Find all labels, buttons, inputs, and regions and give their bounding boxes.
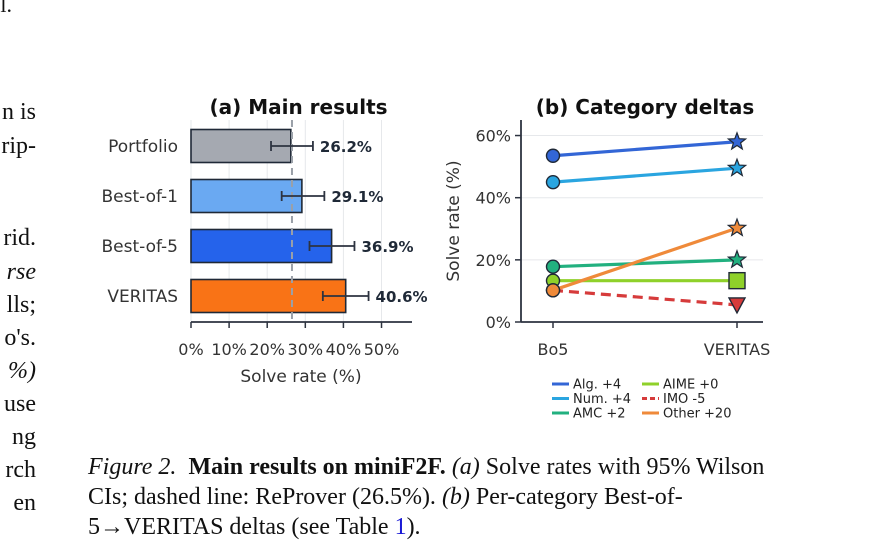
chart-title: (b) Category deltas bbox=[536, 95, 754, 119]
category-label: Portfolio bbox=[108, 137, 178, 157]
chart-title: (a) Main results bbox=[209, 95, 387, 119]
value-label: 26.2% bbox=[320, 138, 372, 156]
top-fragment: l. bbox=[0, 0, 12, 17]
x-tick-label: 30% bbox=[288, 340, 324, 359]
value-label: 36.9% bbox=[361, 238, 413, 256]
figure-caption: Figure 2. Main results on miniF2F. (a) S… bbox=[88, 452, 808, 542]
figure-2: (a) Main results Portfolio Best-of-1 Best-o… bbox=[102, 95, 771, 422]
caption-tail: ). bbox=[406, 514, 421, 540]
end-point bbox=[726, 217, 748, 237]
category-label: VERITAS bbox=[107, 287, 178, 307]
end-point bbox=[727, 297, 747, 315]
value-label: 29.1% bbox=[331, 188, 383, 206]
legend-label: AMC +2 bbox=[573, 407, 625, 422]
caption-label: Figure 2. bbox=[88, 454, 177, 480]
body-text-line: use bbox=[4, 391, 36, 417]
left-column-text-fragments: l. n is rip- rid. rse lls; o's. %) use n… bbox=[0, 0, 70, 525]
series-line bbox=[552, 226, 738, 292]
body-text-line: ng bbox=[12, 424, 36, 450]
legend-label: Other +20 bbox=[663, 407, 731, 422]
legend-label: Num. +4 bbox=[573, 392, 631, 407]
start-point bbox=[545, 283, 561, 298]
body-text-line: o's. bbox=[4, 325, 36, 351]
series-line bbox=[552, 166, 738, 184]
body-text-line: rid. bbox=[3, 225, 36, 251]
y-tick-label: 0% bbox=[486, 313, 511, 332]
body-text-line: %) bbox=[8, 358, 36, 384]
x-axis-label: Solve rate (%) bbox=[240, 367, 361, 387]
body-text-line: en bbox=[13, 490, 36, 516]
start-point bbox=[545, 259, 561, 274]
bar bbox=[190, 278, 347, 314]
y-tick-label: 20% bbox=[475, 251, 511, 270]
end-point bbox=[726, 249, 748, 269]
body-text-line: rse bbox=[6, 259, 36, 285]
category-label: Best-of-5 bbox=[102, 237, 179, 257]
end-point bbox=[728, 271, 746, 290]
end-point bbox=[726, 131, 748, 151]
series-line bbox=[552, 140, 738, 158]
value-label: 40.6% bbox=[376, 288, 428, 306]
x-tick-label: 40% bbox=[326, 340, 362, 359]
legend-label: IMO -5 bbox=[663, 392, 705, 407]
end-point bbox=[726, 157, 748, 177]
y-tick-label: 40% bbox=[475, 189, 511, 208]
body-text-line: lls; bbox=[6, 292, 36, 318]
series-line bbox=[552, 288, 738, 307]
start-point bbox=[545, 148, 561, 163]
x-tick-label: VERITAS bbox=[704, 340, 771, 359]
legend-label: Alg. +4 bbox=[573, 378, 621, 393]
start-point bbox=[545, 174, 561, 190]
body-text-line: n is bbox=[1, 99, 36, 125]
caption-title: Main results on miniF2F. bbox=[188, 454, 446, 480]
caption-part-a-label: (a) bbox=[451, 454, 480, 480]
x-tick-label: 50% bbox=[364, 340, 400, 359]
x-tick-label: 20% bbox=[249, 340, 285, 359]
main-results-chart: (a) Main results Portfolio Best-of-1 Best-o… bbox=[102, 95, 428, 387]
body-text-line: rip- bbox=[1, 133, 36, 159]
x-tick-label: 10% bbox=[211, 340, 247, 359]
body-text-line: rch bbox=[5, 457, 36, 483]
bar bbox=[190, 128, 292, 164]
x-tick-label: Bo5 bbox=[538, 340, 569, 359]
y-tick-label: 60% bbox=[475, 127, 511, 146]
legend-label: AIME +0 bbox=[663, 378, 718, 393]
caption-part-b-label: (b) bbox=[441, 484, 470, 510]
category-deltas-chart: (b) Category deltas 0% 20% 40% 60% Solve rate… bbox=[444, 95, 770, 422]
series-line bbox=[552, 258, 738, 269]
y-axis-label: Solve rate (%) bbox=[444, 160, 464, 281]
category-label: Best-of-1 bbox=[102, 187, 179, 207]
caption-part-a-text: Solve rates with 95% Wilson CIs; dashed … bbox=[88, 454, 765, 510]
x-tick-label: 0% bbox=[178, 340, 203, 359]
bar bbox=[190, 228, 333, 264]
table-reference-link[interactable]: 1 bbox=[394, 514, 407, 540]
